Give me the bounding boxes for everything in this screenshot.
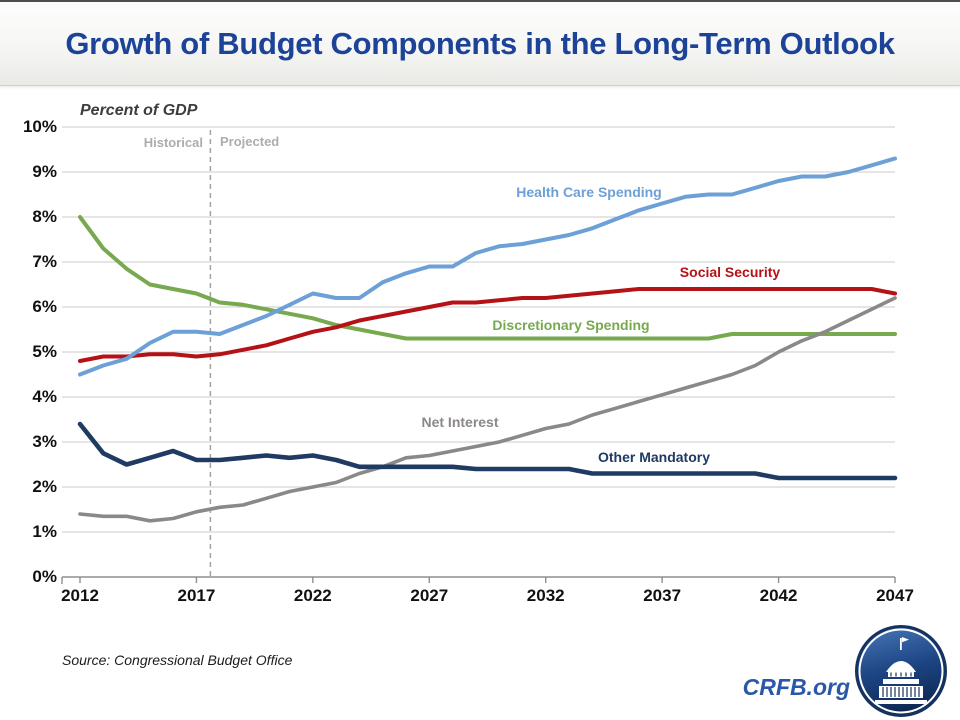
series-label-social-security: Social Security <box>679 264 781 280</box>
y-axis-tick-label: 9% <box>32 162 57 181</box>
y-axis-tick-label: 6% <box>32 297 57 316</box>
y-axis-tick-label: 0% <box>32 567 57 586</box>
y-axis-tick-label: 2% <box>32 477 57 496</box>
projected-region-label: Projected <box>220 134 280 149</box>
series-label-other-mandatory: Other Mandatory <box>597 449 711 465</box>
x-axis-tick-label: 2027 <box>410 586 449 605</box>
y-axis-tick-label: 1% <box>32 522 57 541</box>
series-label-health-care: Health Care Spending <box>516 184 662 200</box>
x-axis-tick-label: 2022 <box>293 586 332 605</box>
x-axis-tick-label: 2037 <box>643 586 682 605</box>
y-axis-tick-label: 7% <box>32 252 57 271</box>
historical-region-label: Historical <box>143 135 203 150</box>
slide-header: Growth of Budget Components in the Long-… <box>0 0 960 86</box>
series-line-1 <box>78 287 897 363</box>
series-line-3 <box>78 296 897 523</box>
series-label-net-interest: Net Interest <box>421 414 499 430</box>
x-axis-tick-label: 2032 <box>526 586 565 605</box>
series-line-4 <box>77 421 898 481</box>
y-axis-title: Percent of GDP <box>80 102 198 119</box>
y-axis-tick-label: 10% <box>22 117 57 136</box>
y-axis-tick-label: 3% <box>32 432 57 451</box>
x-axis-tick-label: 2042 <box>759 586 798 605</box>
crfb-wordmark: CRFB.org <box>742 674 850 700</box>
series-label-discretionary: Discretionary Spending <box>492 317 650 333</box>
x-axis-tick-label: 2012 <box>61 586 99 605</box>
x-axis-tick-label: 2017 <box>177 586 216 605</box>
crfb-capitol-logo <box>855 625 947 717</box>
y-axis-tick-label: 4% <box>32 387 57 406</box>
source-note: Source: Congressional Budget Office <box>62 652 293 668</box>
x-axis-tick-label: 2047 <box>876 586 914 605</box>
y-axis-tick-label: 5% <box>32 342 57 361</box>
page-title: Growth of Budget Components in the Long-… <box>65 25 895 61</box>
y-axis-tick-label: 8% <box>32 207 57 226</box>
